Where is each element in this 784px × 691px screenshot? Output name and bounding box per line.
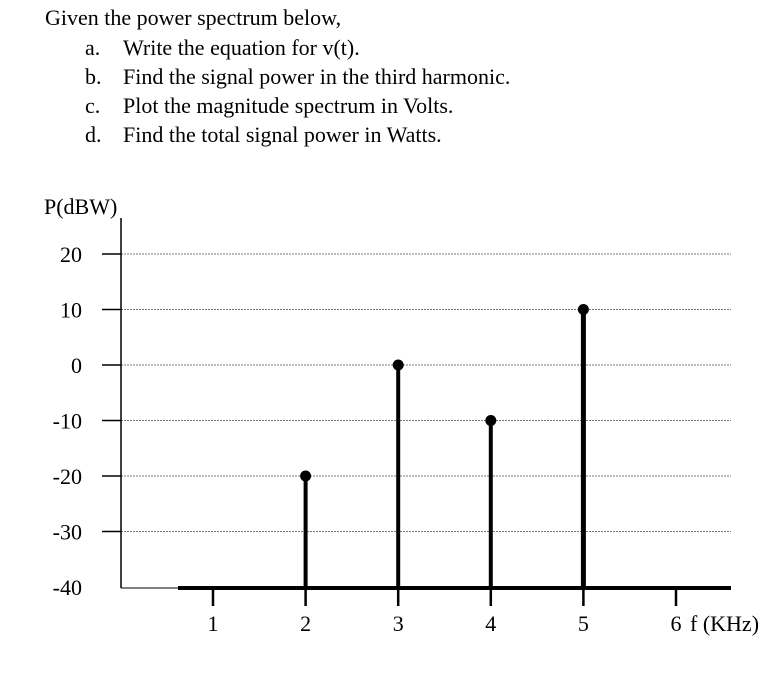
item-text: Plot the magnitude spectrum in Volts. <box>123 93 454 118</box>
stem-marker <box>392 359 404 371</box>
item-text: Write the equation for v(t). <box>123 35 360 60</box>
y-tick-label: 0 <box>71 353 82 378</box>
question-item-a: a. Write the equation for v(t). <box>85 33 510 62</box>
item-text: Find the signal power in the third harmo… <box>123 64 511 89</box>
stem-marker <box>577 304 589 315</box>
y-axis-label: P(dBW) <box>44 194 117 219</box>
question-intro: Given the power spectrum below, <box>45 5 342 30</box>
stem-marker <box>485 415 497 426</box>
y-ticks: 20 10 0 -10 -20 -30 -40 <box>53 242 121 600</box>
grid-lines <box>121 253 731 532</box>
y-tick-label: 20 <box>60 242 82 267</box>
item-text: Find the total signal power in Watts. <box>123 122 442 147</box>
x-ticks: 1 2 3 4 5 6 <box>208 588 682 636</box>
y-tick-label: -20 <box>53 464 82 489</box>
x-axis-label: f (KHz) <box>690 611 759 636</box>
x-tick-label: 2 <box>300 611 311 636</box>
x-tick-label: 3 <box>393 611 404 636</box>
y-tick-label: 10 <box>60 298 82 323</box>
x-tick-label: 5 <box>578 611 589 636</box>
spectrum-stems <box>300 304 589 590</box>
item-label: a. <box>85 35 101 60</box>
question-item-b: b. Find the signal power in the third ha… <box>85 62 510 91</box>
x-tick-label: 6 <box>671 611 682 636</box>
item-label: b. <box>85 64 102 89</box>
y-tick-label: -10 <box>53 409 82 434</box>
question-item-c: c. Plot the magnitude spectrum in Volts. <box>85 91 510 120</box>
stem-marker <box>300 470 312 482</box>
item-label: d. <box>85 122 102 147</box>
item-label: c. <box>85 93 101 118</box>
x-tick-label: 1 <box>208 611 219 636</box>
y-tick-label: -30 <box>53 520 82 545</box>
x-tick-label: 4 <box>485 611 496 636</box>
y-tick-label: -40 <box>53 575 82 600</box>
question-item-d: d. Find the total signal power in Watts. <box>85 120 510 149</box>
question-list: a. Write the equation for v(t). b. Find … <box>85 33 510 149</box>
